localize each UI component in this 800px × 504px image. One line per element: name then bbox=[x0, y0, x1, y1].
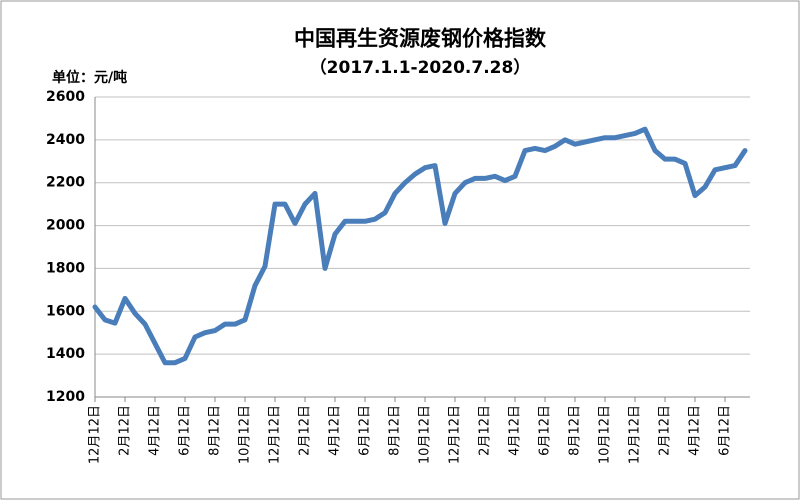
x-tick-label: 12月12日 bbox=[88, 405, 103, 464]
y-tick-label: 2000 bbox=[46, 218, 85, 234]
x-tick-label: 6月12日 bbox=[358, 405, 373, 456]
y-axis-label: 单位：元/吨 bbox=[52, 69, 127, 86]
x-tick-label: 6月12日 bbox=[718, 405, 733, 456]
x-tick-label: 4月12日 bbox=[688, 405, 703, 456]
x-tick-label: 2月12日 bbox=[298, 405, 313, 456]
x-tick-label: 8月12日 bbox=[208, 405, 223, 456]
x-tick-label: 8月12日 bbox=[568, 405, 583, 456]
x-tick-label: 2月12日 bbox=[118, 405, 133, 456]
x-tick-label: 10月12日 bbox=[598, 405, 613, 464]
x-tick-label: 4月12日 bbox=[148, 405, 163, 456]
x-tick-label: 10月12日 bbox=[418, 405, 433, 464]
x-tick-label: 12月12日 bbox=[268, 405, 283, 464]
x-tick-label: 2月12日 bbox=[658, 405, 673, 456]
y-tick-label: 1800 bbox=[46, 260, 85, 276]
x-tick-label: 4月12日 bbox=[328, 405, 343, 456]
x-tick-label: 10月12日 bbox=[238, 405, 253, 464]
y-tick-label: 2400 bbox=[46, 132, 85, 148]
x-tick-label: 12月12日 bbox=[628, 405, 643, 464]
y-tick-label: 1200 bbox=[46, 389, 85, 405]
y-tick-label: 1600 bbox=[46, 303, 85, 319]
chart-subtitle: （2017.1.1-2020.7.28） bbox=[310, 57, 531, 78]
data-line bbox=[92, 126, 748, 366]
y-tick-label: 2600 bbox=[46, 89, 85, 105]
x-tick-label: 12月12日 bbox=[448, 405, 463, 464]
x-tick-label: 8月12日 bbox=[388, 405, 403, 456]
y-tick-label: 1400 bbox=[46, 346, 85, 362]
x-tick-label: 2月12日 bbox=[478, 405, 493, 456]
x-tick-label: 4月12日 bbox=[508, 405, 523, 456]
x-tick-label: 6月12日 bbox=[178, 405, 193, 456]
y-tick-label: 2200 bbox=[46, 175, 85, 191]
chart-title: 中国再生资源废钢价格指数 bbox=[294, 26, 547, 51]
x-tick-label: 6月12日 bbox=[538, 405, 553, 456]
